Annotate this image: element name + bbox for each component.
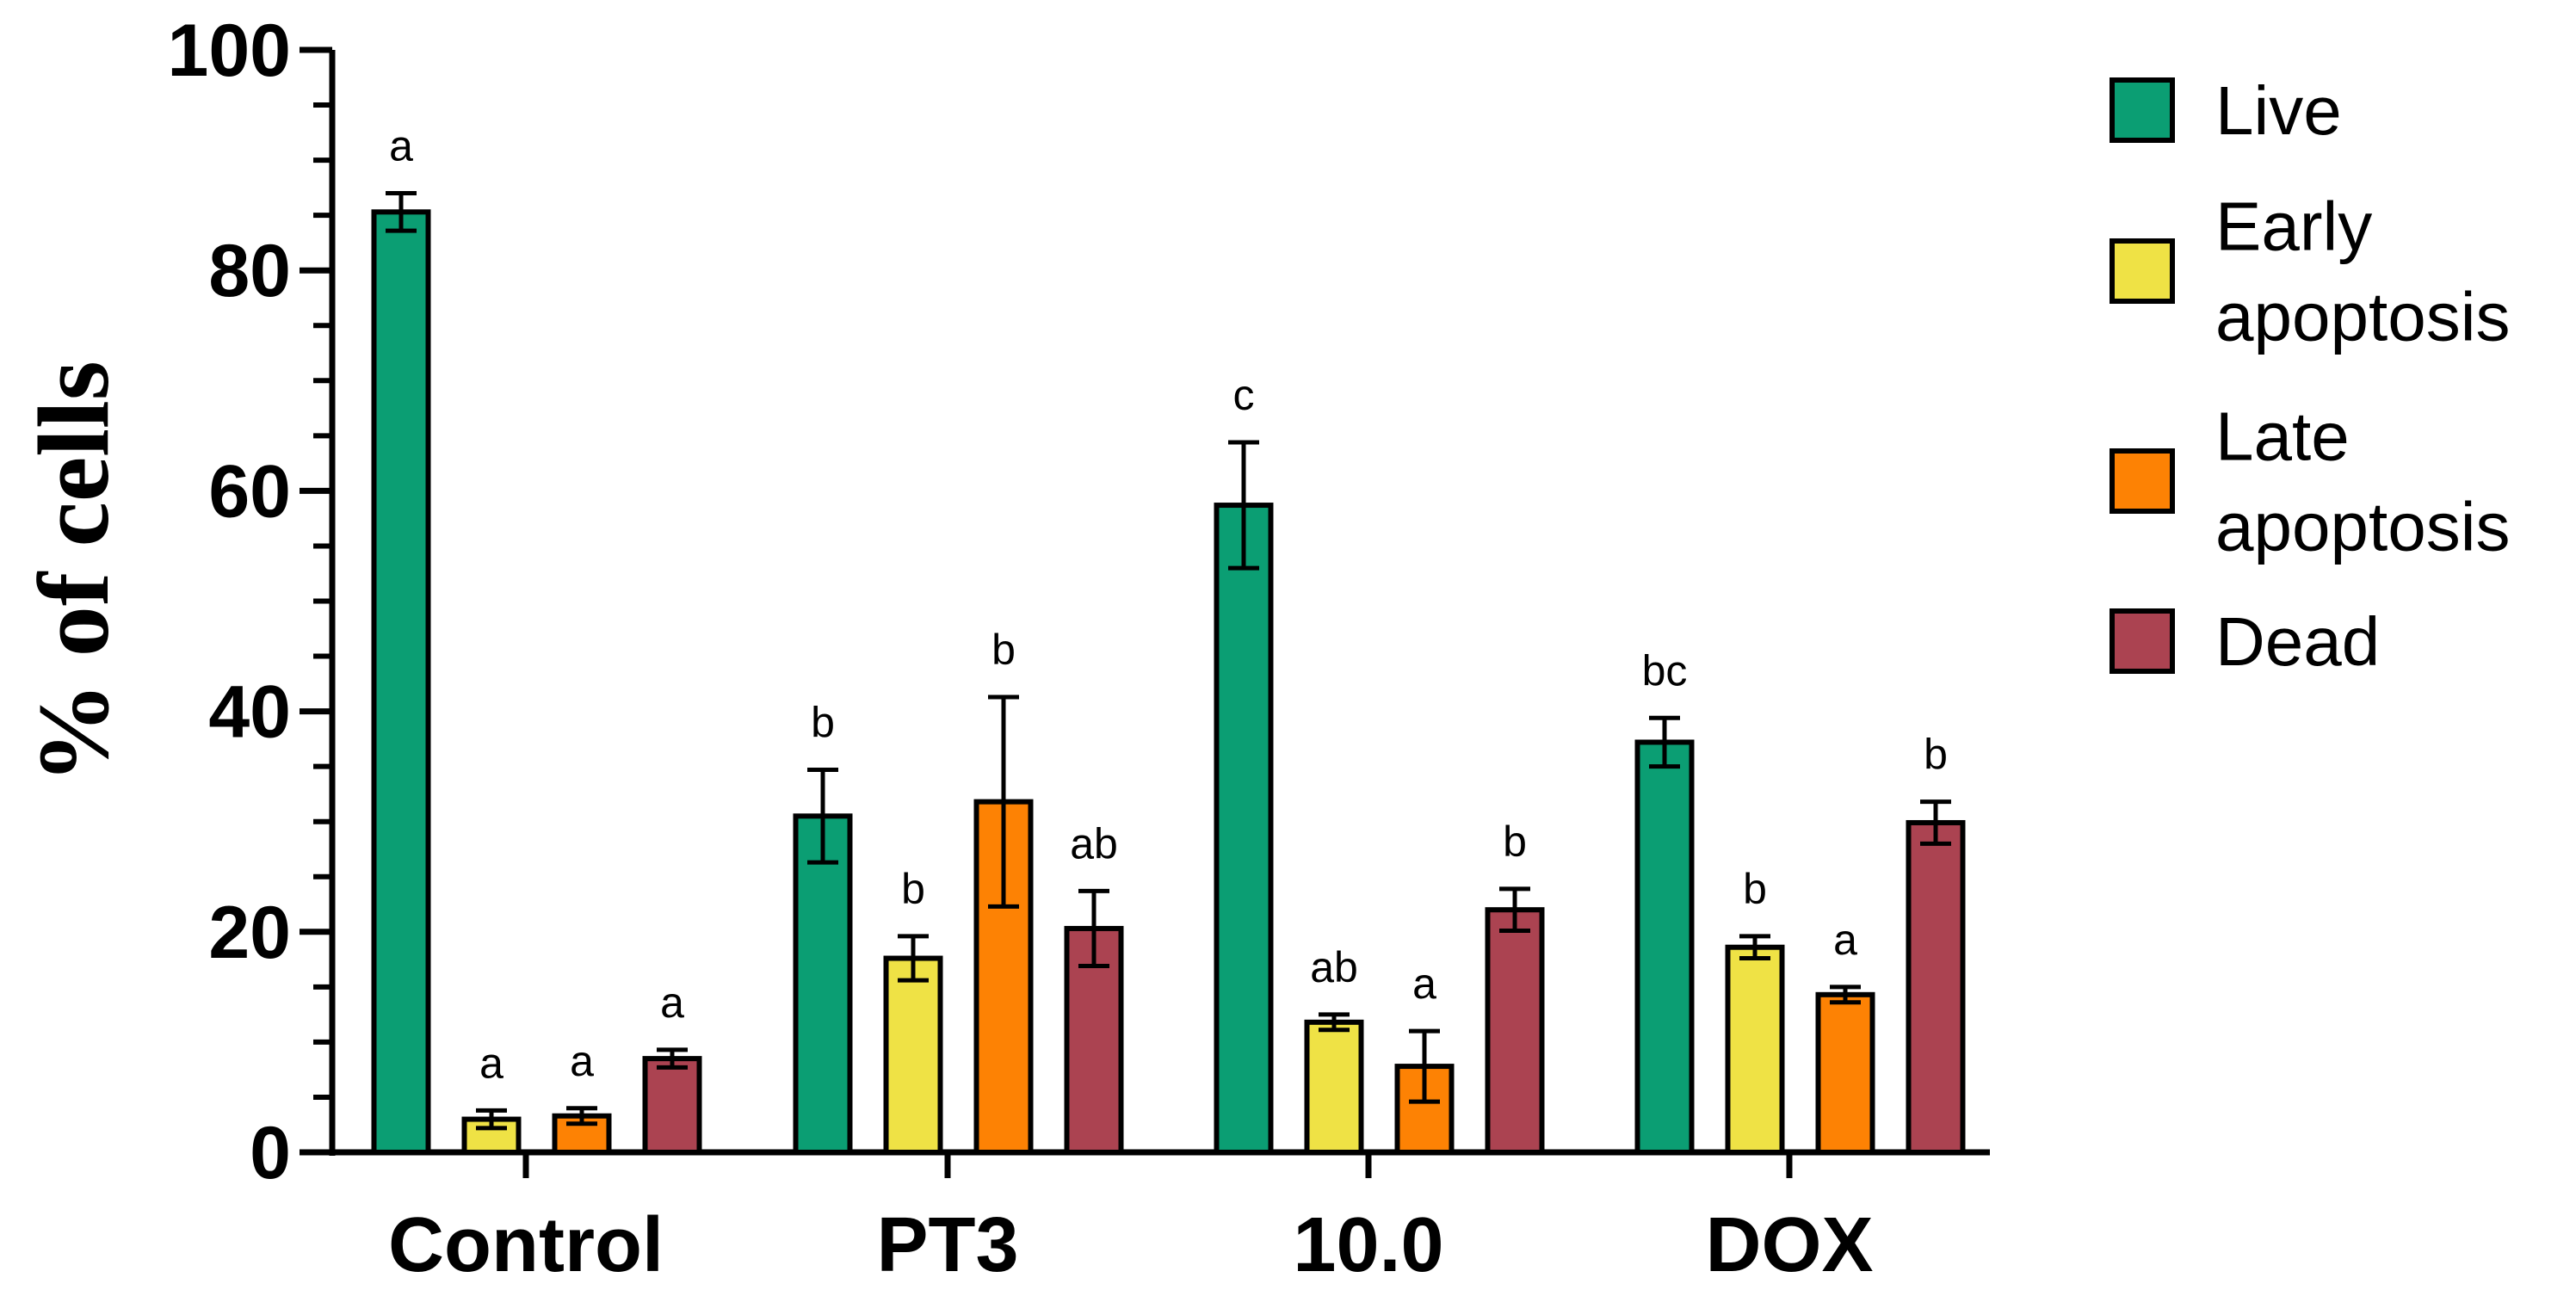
significance-label: b (991, 626, 1016, 674)
legend-swatch-late-apoptosis (2110, 448, 2175, 514)
legend-swatch-live (2110, 77, 2175, 143)
y-tick-label: 100 (168, 9, 292, 92)
x-category-label: DOX (1705, 1202, 1873, 1288)
legend-label: apoptosis (2215, 279, 2510, 355)
significance-label: ab (1310, 943, 1358, 991)
bar-early-apoptosis (1725, 944, 1785, 1156)
bar-late-apoptosis (1815, 991, 1875, 1156)
significance-label: b (1743, 865, 1767, 913)
legend-label: Early (2215, 188, 2372, 265)
x-category-label: PT3 (876, 1202, 1018, 1288)
significance-label: b (901, 865, 925, 913)
y-axis-title: % of cells (17, 361, 130, 784)
significance-label: ab (1070, 819, 1118, 867)
legend-label: Late (2215, 398, 2350, 475)
significance-label: bc (1642, 646, 1688, 694)
bar-dead (642, 1056, 702, 1155)
significance-label: c (1233, 371, 1255, 419)
bar-live (1634, 739, 1695, 1156)
y-tick-label: 0 (250, 1112, 291, 1194)
y-tick-label: 60 (208, 450, 291, 533)
bar-live (371, 209, 431, 1155)
significance-label: b (811, 698, 835, 746)
legend-swatch-early-apoptosis (2110, 238, 2175, 304)
significance-label: a (479, 1039, 503, 1087)
legend-label: apoptosis (2215, 489, 2510, 565)
legend: Live Early apoptosis Late apoptosis Dead (2110, 72, 2510, 680)
x-category-label: Control (388, 1202, 664, 1288)
legend-swatch-dead (2110, 608, 2175, 674)
legend-label: Live (2215, 72, 2342, 149)
significance-label: a (660, 978, 684, 1027)
legend-label: Dead (2215, 603, 2380, 680)
x-category-label: 10.0 (1293, 1202, 1443, 1288)
x-axis: Control PT3 10.0 DOX (329, 1149, 1990, 1288)
y-axis: 0 20 40 60 80 100 (168, 9, 336, 1194)
significance-label: a (389, 122, 413, 170)
bar-dead (1485, 907, 1545, 1156)
bar-dead (1906, 819, 1966, 1156)
bar-early-apoptosis (1304, 1019, 1364, 1156)
significance-label: b (1924, 731, 1948, 779)
y-tick-label: 40 (208, 671, 291, 754)
bar-early-apoptosis (883, 955, 943, 1155)
y-tick-label: 80 (208, 230, 291, 312)
bar-live (793, 813, 853, 1155)
significance-label: a (570, 1037, 594, 1085)
significance-label: a (1412, 960, 1436, 1008)
bar-live (1214, 503, 1274, 1155)
significance-label: b (1503, 818, 1527, 866)
y-tick-label: 20 (208, 892, 291, 974)
significance-label: a (1833, 916, 1857, 964)
